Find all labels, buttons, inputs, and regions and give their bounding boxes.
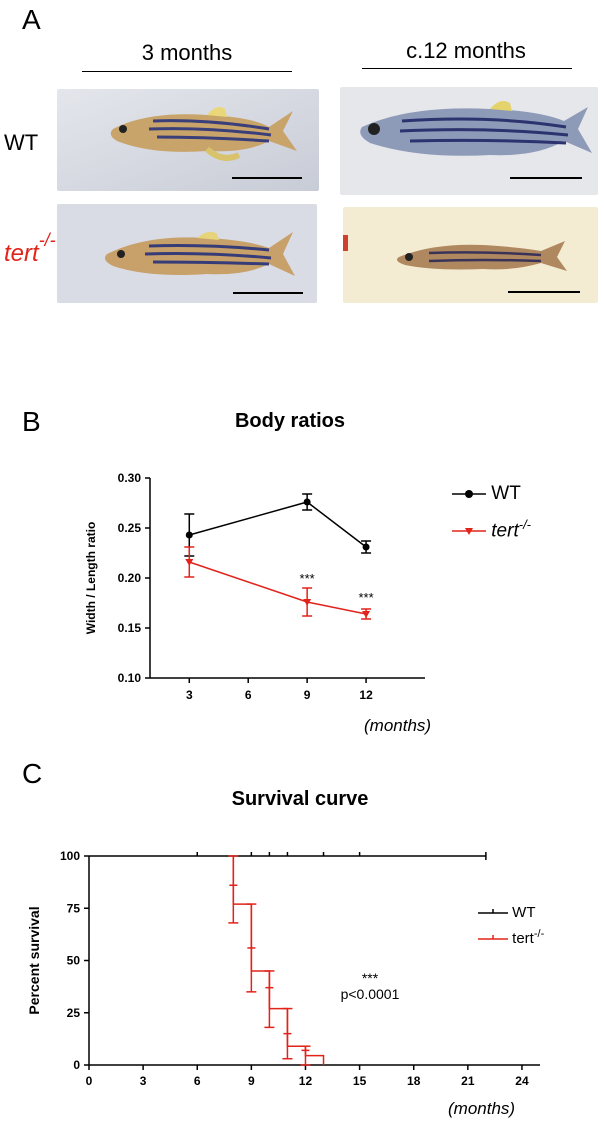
tert-label-sup: -/- (38, 230, 56, 250)
y-axis-label: Width / Length ratio (84, 522, 98, 635)
x-tick-label: 15 (353, 1074, 367, 1088)
significance-stars: *** (361, 970, 379, 986)
fish-image (340, 87, 598, 195)
legend-wt-marker (452, 489, 486, 498)
photo-wt-3-months (57, 89, 319, 191)
photo-wt-12-months (340, 87, 598, 195)
legend-tert-sup-survival: -/- (533, 928, 545, 940)
legend-tert-line (478, 935, 508, 940)
column-header-12-months: c.12 months (406, 38, 526, 63)
x-tick-label: 18 (407, 1074, 421, 1088)
data-point (303, 498, 311, 506)
data-point (303, 599, 312, 606)
legend-wt-entry: WT (452, 483, 521, 505)
panel-a-letter: A (22, 4, 41, 35)
tert-survival-line (232, 856, 325, 1065)
survival-plot-area: 0 25 50 75 100 0 3 6 9 12 15 18 21 24 Percent survival (26, 849, 540, 1088)
chart-title-survival-curve: Survival curve (231, 788, 369, 810)
y-tick-label: 0.20 (118, 571, 142, 585)
y-tick-label: 0.25 (118, 521, 142, 535)
x-tick-label: 6 (194, 1074, 201, 1088)
body-ratio-chart: 0.10 0.15 0.20 0.25 0.30 3 6 9 12 Width / Length … (84, 471, 425, 702)
x-tick-label: 9 (304, 688, 311, 702)
row-label-wt: WT (4, 130, 39, 155)
y-tick-label: 75 (67, 901, 81, 915)
data-point (185, 559, 194, 566)
y-tick-label: 100 (60, 849, 80, 863)
column-header-3-months: 3 months (141, 40, 233, 65)
row-label-tert: tert-/- (4, 230, 56, 268)
y-tick-label: 0 (73, 1058, 80, 1072)
legend-tert-label-survival: tert (512, 930, 534, 947)
photo-tert-3-months (57, 204, 317, 303)
x-axis-label-months: (months) (364, 716, 432, 735)
data-point (362, 611, 371, 618)
series-line-1 (189, 561, 367, 615)
panel-c-letter: C (22, 758, 43, 789)
significance-annotation: *** (300, 571, 315, 586)
y-tick-label: 25 (67, 1006, 81, 1020)
x-tick-label: 6 (245, 688, 252, 702)
fish-image (57, 89, 319, 191)
panel-b-letter: B (22, 406, 41, 437)
chart-title-body-ratios: Body ratios (234, 410, 346, 432)
fish-image (57, 204, 317, 303)
legend-wt-label-survival: WT (512, 904, 536, 921)
fish-image (343, 207, 598, 303)
data-point (185, 531, 193, 539)
body-ratio-plot-area: 0.10 0.15 0.20 0.25 0.30 3 6 9 12 Width / Length … (84, 471, 425, 702)
x-tick-label: 24 (515, 1074, 529, 1088)
x-tick-label: 21 (461, 1074, 475, 1088)
legend-wt-label: WT (491, 483, 521, 504)
series-line-0 (189, 501, 367, 548)
x-tick-label: 3 (186, 688, 193, 702)
x-tick-label: 0 (86, 1074, 93, 1088)
legend-tert-sup: -/- (518, 517, 532, 532)
data-point (362, 543, 370, 551)
y-tick-label: 0.30 (118, 471, 142, 485)
x-tick-label: 12 (299, 1074, 313, 1088)
photo-tert-12-months (343, 207, 598, 303)
legend-wt-entry-survival: WT (478, 904, 536, 921)
x-tick-label: 3 (140, 1074, 147, 1088)
x-tick-label: 9 (248, 1074, 255, 1088)
y-tick-label: 0.10 (118, 671, 142, 685)
legend-tert-entry: tert-/- (452, 517, 531, 542)
legend-tert-label: tert (491, 520, 519, 542)
y-axis-label: Percent survival (26, 906, 42, 1014)
legend-tert-entry-survival: tert-/- (478, 928, 544, 947)
legend-wt-line (478, 909, 508, 914)
legend-tert-marker (452, 528, 486, 536)
x-axis-label-months-survival: (months) (448, 1099, 516, 1118)
column-underline (362, 68, 572, 69)
p-value: p<0.0001 (340, 986, 400, 1002)
y-tick-label: 0.15 (118, 621, 142, 635)
x-tick-label: 12 (359, 688, 373, 702)
y-tick-label: 50 (67, 954, 81, 968)
tert-label-text: tert (4, 240, 39, 267)
column-underline (82, 71, 292, 72)
significance-annotation: *** (358, 590, 373, 605)
survival-chart: 0 25 50 75 100 0 3 6 9 12 15 18 21 24 Percent survival (26, 849, 540, 1088)
